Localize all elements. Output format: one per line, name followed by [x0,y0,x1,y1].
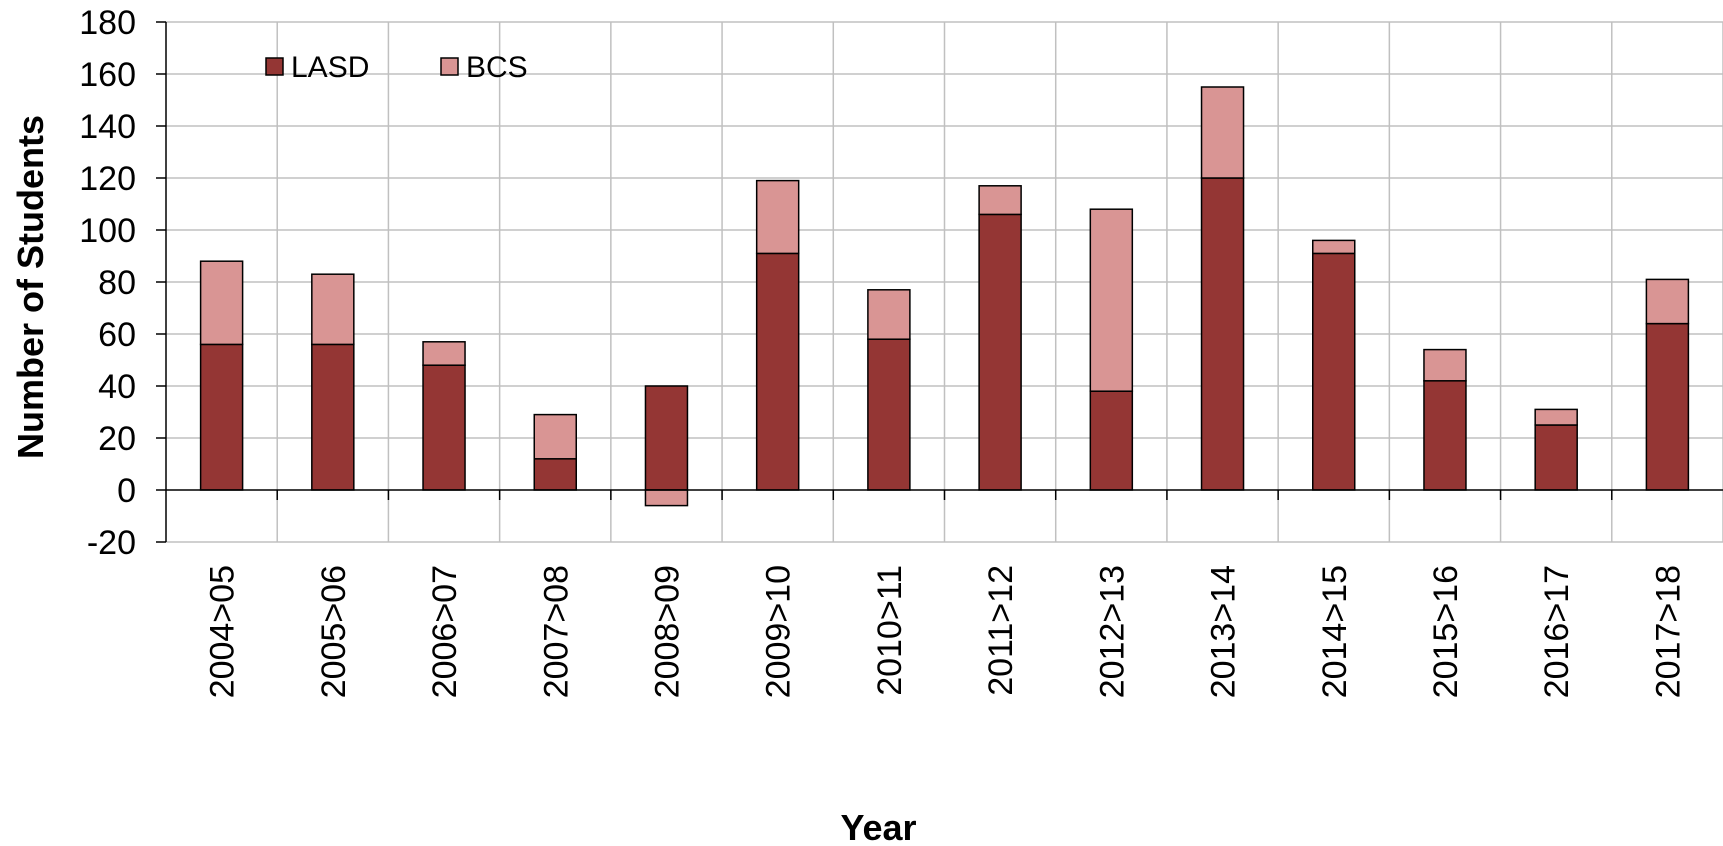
legend-label: BCS [466,51,528,84]
bar-bcs [1200,86,1245,179]
y-tick-label: 80 [98,264,136,302]
bar-lasd [978,213,1022,491]
x-tick-label: 2007>08 [537,565,575,698]
bar-bcs [1423,348,1467,382]
y-tick-label: 140 [79,108,136,146]
bar-bcs [755,179,800,255]
y-tick-label: 40 [98,368,136,406]
legend-swatch [265,57,284,76]
y-tick-label: -20 [87,524,136,562]
legend-label: LASD [291,51,369,84]
bar-bcs [978,185,1022,216]
axes [156,21,1723,543]
x-tick-label: 2016>17 [1538,565,1576,698]
bar-lasd [533,458,577,491]
bar-lasd [1312,252,1356,491]
x-tick-label: 2004>05 [204,565,242,698]
bar-lasd [755,252,800,491]
x-tick-label: 2008>09 [648,565,686,698]
bar-bcs [867,289,911,340]
bar-bcs [644,489,689,507]
x-tick-label: 2013>14 [1205,565,1243,698]
bar-lasd [422,364,466,491]
y-tick-label: 160 [79,56,136,94]
legend: LASD BCS [265,51,528,84]
bar-lasd [1200,177,1245,491]
bar-bcs [533,413,577,460]
bar-lasd [1645,322,1690,491]
x-tick-label: 2012>13 [1093,565,1131,698]
bar-lasd [1423,380,1467,491]
x-tick-label: 2009>10 [760,565,798,698]
y-tick-label: 100 [79,212,136,250]
bar-lasd [644,385,689,491]
bar-bcs [1312,239,1356,255]
legend-swatch [440,57,459,76]
bar-bcs [199,260,244,346]
bar-bcs [1534,408,1578,426]
bar-lasd [867,338,911,491]
y-tick-label: 0 [117,472,136,510]
x-axis-title: Year [840,807,916,846]
bar-bcs [1089,208,1134,392]
bar-lasd [1089,390,1134,491]
x-tick-label: 2017>18 [1649,565,1687,698]
bar-lasd [1534,424,1578,491]
y-tick-label: 180 [79,4,136,42]
x-tick-label: 2010>11 [871,565,909,696]
y-tick-label: 120 [79,160,136,198]
bar-bcs [1645,278,1690,325]
x-tick-label: 2015>16 [1427,565,1465,698]
bar-bcs [311,273,355,346]
y-tick-label: 60 [98,316,136,354]
grid-lines [166,21,1723,543]
y-tick-label: 20 [98,420,136,458]
bar-lasd [199,343,244,491]
x-tick-labels: 2004>05 2005>06 2006>07 2007>08 2008>09 2009>… [204,565,1688,698]
bar-lasd [311,343,355,491]
y-tick-labels: -20 0 20 40 60 80 100 120 140 160 180 [79,4,136,562]
x-tick-label: 2011>12 [982,565,1020,696]
x-tick-label: 2014>15 [1316,565,1354,698]
bars [199,86,1690,507]
bar-bcs [422,341,466,366]
x-tick-label: 2006>07 [426,565,464,698]
y-axis-title: Number of Students [10,115,51,459]
x-tick-label: 2005>06 [315,565,353,698]
